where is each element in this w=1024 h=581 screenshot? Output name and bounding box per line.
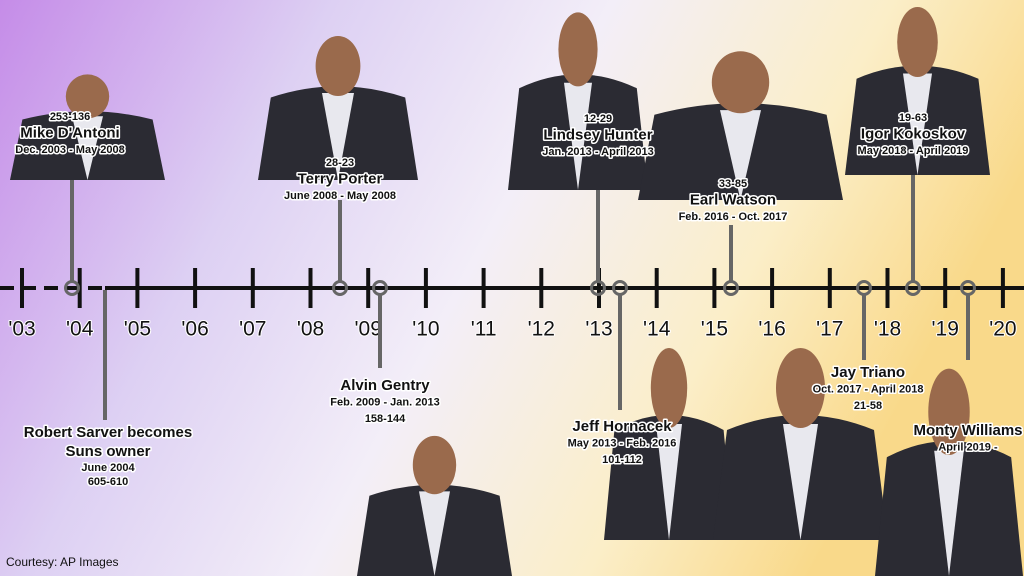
- coach-photo: [508, 12, 648, 190]
- coach-record: 28-23: [326, 157, 354, 169]
- year-label: '20: [989, 318, 1016, 341]
- year-label: '08: [297, 318, 324, 341]
- coach-record: 253-136: [50, 111, 90, 123]
- year-label: '05: [124, 318, 151, 341]
- coach-photo: [845, 7, 990, 175]
- coach-dates: May 2018 - April 2019: [858, 145, 969, 157]
- event-title: Suns owner: [65, 443, 150, 460]
- event-record: 605-610: [88, 476, 128, 488]
- year-label: '03: [8, 318, 35, 341]
- marker: [612, 280, 628, 296]
- shirt: [903, 73, 932, 175]
- coach-photo: [604, 348, 734, 540]
- marker: [332, 280, 348, 296]
- coach-dates: May 2013 - Feb. 2016: [568, 437, 677, 449]
- year-label: '07: [239, 318, 266, 341]
- year-label: '09: [355, 318, 382, 341]
- shirt: [419, 491, 450, 576]
- year-label: '18: [874, 318, 901, 341]
- marker: [723, 280, 739, 296]
- marker: [590, 280, 606, 296]
- head: [315, 36, 361, 96]
- head: [650, 348, 688, 428]
- year-label: '16: [758, 318, 785, 341]
- coach-record: 21-58: [854, 400, 882, 412]
- coach-photo: [357, 435, 512, 576]
- year-label: '13: [585, 318, 612, 341]
- marker: [905, 280, 921, 296]
- coach-photo: [258, 36, 418, 180]
- year-label: '15: [701, 318, 728, 341]
- credit: Courtesy: AP Images: [6, 555, 119, 569]
- year-label: '06: [181, 318, 208, 341]
- coach-record: 101-112: [602, 454, 642, 466]
- marker: [856, 280, 872, 296]
- coach-name: Terry Porter: [298, 170, 383, 187]
- coach-name: Lindsey Hunter: [543, 126, 652, 143]
- year-label: '12: [528, 318, 555, 341]
- shirt: [720, 110, 761, 200]
- head: [928, 368, 970, 456]
- shirt: [72, 116, 103, 180]
- coach-name: Jay Triano: [831, 364, 905, 381]
- coach-dates: Feb. 2016 - Oct. 2017: [679, 211, 788, 223]
- coach-record: 33-85: [719, 178, 747, 190]
- shirt: [564, 82, 592, 190]
- coach-dates: Dec. 2003 - May 2008: [15, 144, 124, 156]
- coach-name: Igor Kokoskov: [861, 125, 966, 142]
- coach-dates: Oct. 2017 - April 2018: [813, 383, 924, 395]
- head: [711, 51, 770, 114]
- coach-record: 158-144: [365, 413, 406, 425]
- coach-photo: [713, 348, 888, 540]
- shirt: [322, 93, 354, 180]
- marker: [960, 280, 976, 296]
- year-label: '19: [932, 318, 959, 341]
- coach-name: Monty Williams: [913, 422, 1022, 439]
- year-label: '14: [643, 318, 671, 341]
- event-title: Robert Sarver becomes: [24, 424, 192, 441]
- coach-dates: Jan. 2013 - April 2013: [542, 146, 654, 158]
- coach-name: Earl Watson: [690, 191, 776, 208]
- coach-photo: [875, 368, 1023, 576]
- coach-name: Mike D'Antoni: [20, 124, 119, 141]
- event-date: June 2004: [81, 462, 135, 474]
- year-label: '11: [471, 318, 497, 341]
- coach-dates: April 2019 -: [938, 441, 998, 453]
- head: [776, 348, 825, 428]
- head: [412, 435, 457, 495]
- coach-record: 19-63: [899, 112, 927, 124]
- head: [558, 12, 598, 87]
- marker: [64, 280, 80, 296]
- shirt: [783, 424, 818, 540]
- coach-photo: [638, 51, 843, 200]
- head: [897, 7, 938, 77]
- shirt: [934, 450, 964, 576]
- coach-name: Jeff Hornacek: [572, 418, 672, 435]
- head: [65, 74, 110, 119]
- marker: [372, 280, 388, 296]
- coach-dates: Feb. 2009 - Jan. 2013: [330, 396, 439, 408]
- coach-name: Alvin Gentry: [340, 377, 430, 394]
- coach-record: 12-29: [584, 113, 612, 125]
- shirt: [656, 424, 682, 540]
- year-label: '17: [816, 318, 843, 341]
- coach-dates: June 2008 - May 2008: [284, 190, 396, 202]
- year-label: '10: [412, 318, 439, 341]
- coach-photo: [10, 74, 165, 180]
- year-label: '04: [66, 318, 94, 341]
